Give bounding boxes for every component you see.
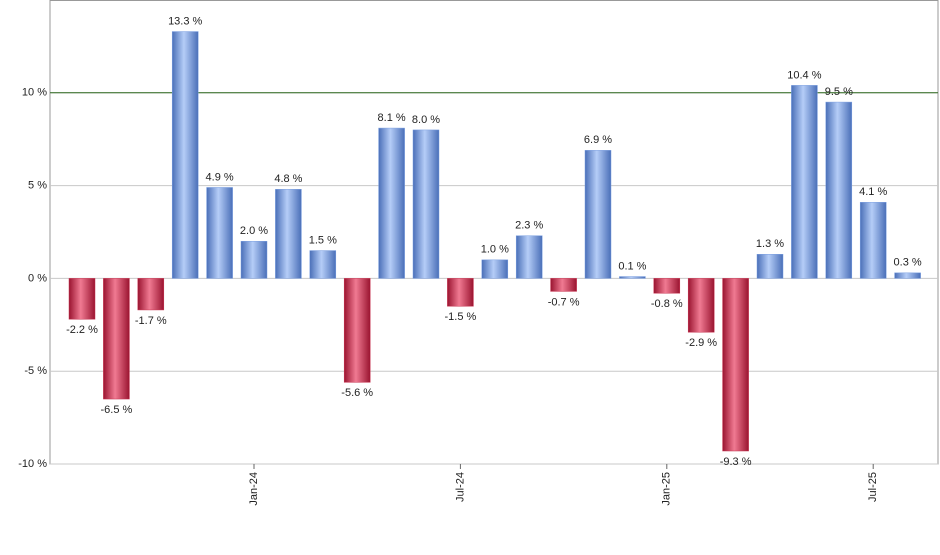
bar [550,278,577,292]
y-tick-label: -5 % [24,365,47,377]
value-label: 4.8 % [274,173,302,185]
bar [722,278,749,452]
value-label: 9.5 % [825,86,853,98]
value-label: 13.3 % [168,15,202,27]
bar [619,276,646,279]
bar [756,254,784,279]
y-tick-label: -10 % [18,458,47,470]
value-label: 10.4 % [787,69,821,81]
value-label: 1.3 % [756,238,784,250]
bar [791,85,818,279]
bar [894,272,921,279]
bar [206,187,233,279]
value-label: 4.1 % [859,186,887,198]
bar [515,235,543,279]
bar [687,278,715,333]
value-label: -0.8 % [651,298,683,310]
bar [447,278,474,307]
value-label: -2.2 % [66,324,98,336]
value-label: 1.5 % [309,234,337,246]
value-label: 6.9 % [584,134,612,146]
bar [275,189,302,279]
bar [378,127,405,279]
bar [825,101,853,279]
value-label: 2.3 % [515,220,543,232]
value-label: -1.7 % [135,315,167,327]
bar [343,278,371,383]
bar [859,202,887,279]
bar [68,278,96,320]
value-label: 8.0 % [412,114,440,126]
value-label: 2.0 % [240,225,268,237]
value-label: -0.7 % [548,296,580,308]
bar [584,150,612,279]
value-label: 0.3 % [894,257,922,269]
value-label: 0.1 % [618,260,646,272]
bar [240,241,268,279]
value-label: -1.5 % [445,311,477,323]
x-tick-label: Jul-25 [867,472,879,502]
bar [137,278,165,311]
bar [481,259,509,279]
bar [653,278,681,294]
y-tick-label: 10 % [22,87,47,99]
x-tick-label: Jan-24 [248,472,260,506]
bar [412,129,440,279]
bar [103,278,130,400]
value-label: 8.1 % [378,112,406,124]
bar [309,250,337,279]
y-tick-label: 5 % [28,180,47,192]
value-label: 1.0 % [481,244,509,256]
value-label: -6.5 % [101,404,133,416]
value-label: -5.6 % [341,387,373,399]
value-label: 4.9 % [206,171,234,183]
value-label: -9.3 % [720,456,752,468]
bar [171,31,199,279]
value-label: -2.9 % [685,337,717,349]
x-tick-label: Jan-25 [661,472,673,506]
y-tick-label: 0 % [28,272,47,284]
x-tick-label: Jul-24 [454,472,466,502]
